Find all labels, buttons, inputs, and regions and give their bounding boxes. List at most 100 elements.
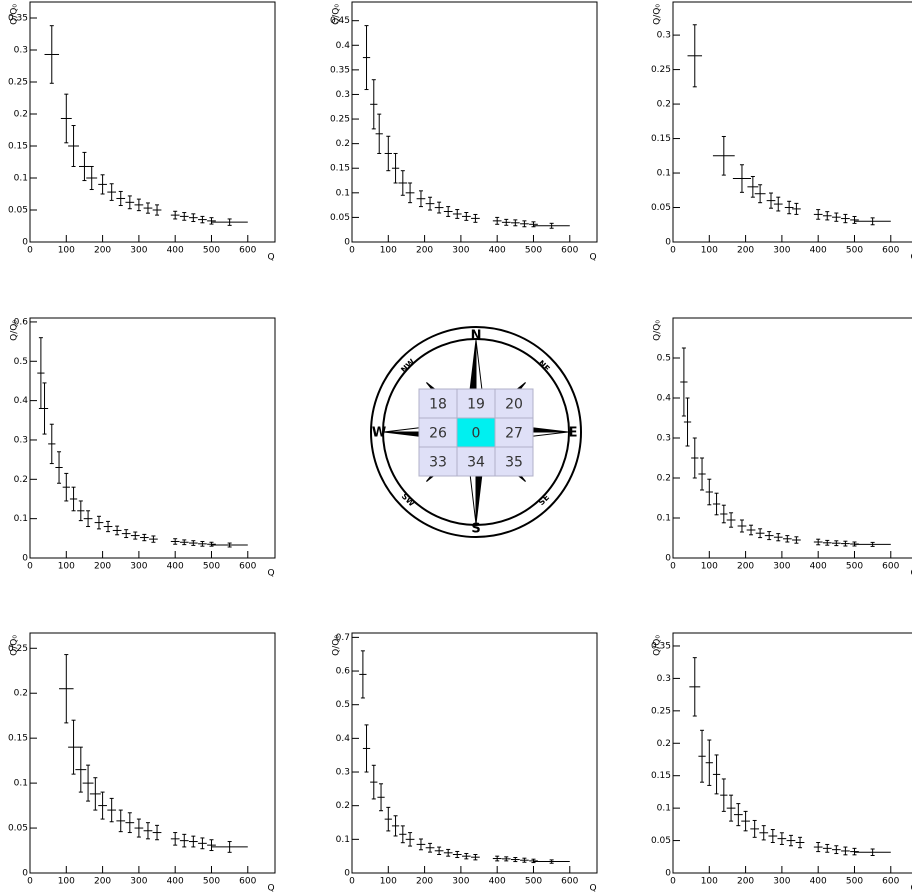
x-tick-label: 200 — [737, 877, 754, 887]
y-tick-label: 0.3 — [336, 768, 350, 778]
x-tick-label: 200 — [737, 246, 754, 256]
y-tick-label: 0.2 — [336, 139, 350, 149]
plot-frame — [672, 632, 912, 874]
x-tick-label: 0 — [27, 246, 33, 256]
plot-panel: 0 100 200 300 400 500 600 0 0.05 0.1 0.15 0.2 0.25 0.… — [8, 1, 276, 263]
y-tick-label: 0.25 — [651, 65, 671, 75]
x-tick-label: 400 — [810, 246, 827, 256]
y-tick-label: 0.6 — [14, 317, 29, 327]
y-axis-label: Q/Q₀ — [653, 4, 663, 25]
x-tick-label: 400 — [810, 877, 827, 887]
y-axis-label: Q/Q₀ — [10, 635, 20, 656]
x-tick-label: 300 — [130, 246, 147, 256]
x-axis-label: Q — [267, 569, 274, 579]
direction-label: S — [471, 522, 480, 537]
y-tick-label: 0.5 — [657, 354, 671, 364]
x-tick-label: 0 — [670, 246, 676, 256]
x-tick-label: 200 — [94, 246, 111, 256]
grid-cell — [456, 417, 496, 448]
x-tick-label: 0 — [27, 562, 33, 572]
x-tick-label: 200 — [416, 877, 433, 887]
y-tick-label: 0.3 — [336, 90, 350, 100]
x-tick-label: 200 — [416, 246, 433, 256]
plot-frame — [672, 1, 912, 243]
grid-cell-label: 27 — [505, 426, 523, 442]
x-tick-label: 600 — [239, 246, 256, 256]
x-tick-label: 300 — [773, 877, 790, 887]
x-tick-label: 600 — [882, 562, 899, 572]
y-tick-label: 0.3 — [14, 46, 28, 56]
y-tick-label: 0.1 — [657, 514, 671, 524]
x-axis-label: Q — [910, 884, 912, 894]
y-tick-label: 0.2 — [657, 100, 671, 110]
x-tick-label: 400 — [167, 562, 184, 572]
plot-frame — [29, 1, 276, 243]
y-tick-label: 0.2 — [14, 110, 28, 120]
grid-cell-label: 26 — [429, 426, 447, 442]
y-tick-label: 0 — [344, 238, 350, 248]
x-axis-label: Q — [267, 253, 274, 263]
x-tick-label: 400 — [167, 246, 184, 256]
grid-cell-label: 35 — [505, 455, 523, 471]
y-tick-label: 0.1 — [14, 174, 28, 184]
y-tick-label: 0.15 — [651, 771, 671, 781]
plot-frame — [29, 632, 276, 874]
x-tick-label: 100 — [701, 877, 718, 887]
y-tick-label: 0.5 — [336, 700, 350, 710]
direction-label: N — [471, 329, 482, 344]
y-tick-label: 0.1 — [336, 188, 350, 198]
grid-cell-label: 33 — [429, 455, 447, 471]
plot-frame — [351, 1, 598, 243]
grid-cell-label: 34 — [467, 455, 485, 471]
grid-cell-label: 19 — [467, 397, 485, 413]
y-tick-label: 0.05 — [8, 824, 28, 834]
x-tick-label: 400 — [489, 246, 506, 256]
y-tick-label: 0.2 — [657, 474, 671, 484]
y-tick-label: 0 — [665, 554, 671, 564]
x-axis-label: Q — [589, 884, 596, 894]
x-tick-label: 0 — [349, 246, 355, 256]
y-axis-label: Q/Q₀ — [332, 635, 342, 656]
x-tick-label: 500 — [525, 877, 542, 887]
x-tick-label: 500 — [203, 562, 220, 572]
grid-cell — [418, 388, 458, 419]
grid-cell-label: 18 — [429, 397, 447, 413]
y-tick-label: 0.1 — [336, 835, 350, 845]
y-tick-label: 0 — [665, 238, 671, 248]
x-axis-label: Q — [910, 253, 912, 263]
x-tick-label: 0 — [349, 877, 355, 887]
y-tick-label: 0.05 — [651, 836, 671, 846]
plot-panel: 0 100 200 300 400 500 600 0 0.1 0.2 0.3 0.4 0.5 0.6 0.… — [332, 632, 598, 894]
y-tick-label: 0.4 — [336, 41, 351, 51]
y-tick-label: 0.05 — [330, 213, 350, 223]
y-tick-label: 0 — [22, 554, 28, 564]
y-tick-label: 0.3 — [657, 674, 671, 684]
y-tick-label: 0.3 — [657, 434, 671, 444]
x-tick-label: 500 — [846, 877, 863, 887]
x-tick-label: 200 — [94, 877, 111, 887]
y-tick-label: 0.7 — [336, 633, 350, 643]
y-tick-label: 0 — [22, 869, 28, 879]
grid-cell — [456, 388, 496, 419]
y-tick-label: 0 — [344, 869, 350, 879]
x-tick-label: 600 — [882, 877, 899, 887]
x-tick-label: 300 — [130, 877, 147, 887]
x-tick-label: 100 — [380, 246, 397, 256]
y-tick-label: 0.3 — [14, 435, 28, 445]
grid-cell — [494, 417, 534, 448]
x-tick-label: 300 — [130, 562, 147, 572]
plot-frame — [29, 317, 276, 559]
grid-cell — [494, 388, 534, 419]
x-tick-label: 0 — [27, 877, 33, 887]
x-tick-label: 0 — [670, 877, 676, 887]
y-tick-label: 0.15 — [8, 734, 28, 744]
plot-panel: 0 100 200 300 400 500 600 0 0.05 0.1 0.15 0.2 0.25 0.… — [651, 1, 912, 263]
x-tick-label: 100 — [58, 877, 75, 887]
y-tick-label: 0.1 — [14, 779, 28, 789]
plot-panel: 0 100 200 300 400 500 600 0 0.1 0.2 0.3 0.4 0.5 Q Q/Q₀ — [653, 317, 912, 578]
plot-panel: 0 100 200 300 400 500 600 0 0.05 0.1 0.15 0.2 0.25 Q Q… — [8, 632, 276, 893]
y-axis-label: Q/Q₀ — [653, 635, 663, 656]
x-tick-label: 300 — [452, 877, 469, 887]
x-tick-label: 500 — [203, 877, 220, 887]
